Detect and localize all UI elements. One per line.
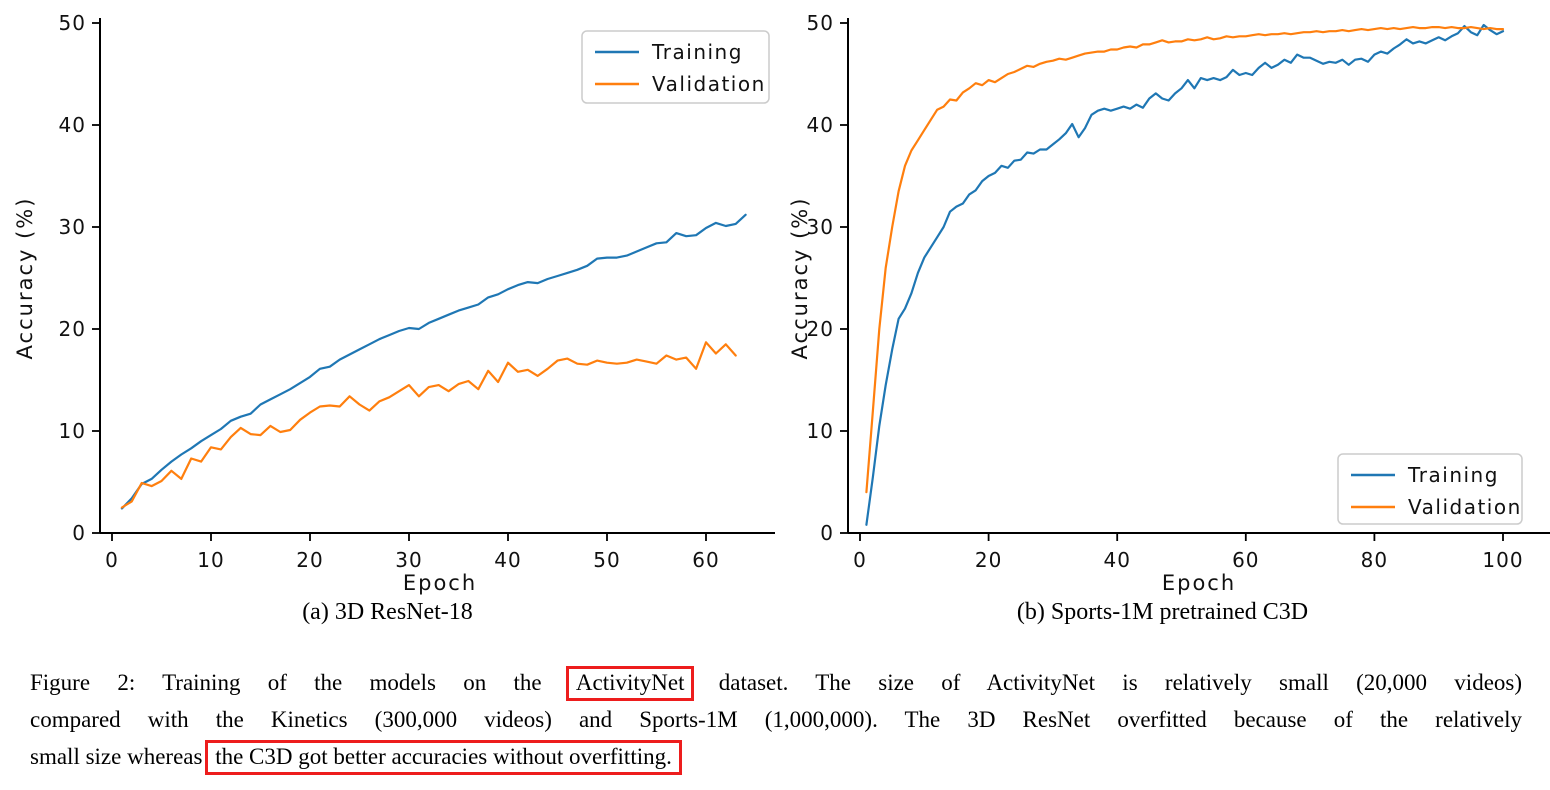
x-axis-label: Epoch — [403, 571, 477, 595]
legend-label-validation: Validation — [1408, 495, 1522, 519]
series-line-validation — [120, 341, 737, 509]
y-tick-label: 50 — [807, 11, 834, 35]
x-tick-label: 10 — [197, 548, 224, 572]
y-tick-label: 40 — [59, 113, 86, 137]
x-tick-label: 40 — [1103, 548, 1130, 572]
y-tick-label: 30 — [807, 215, 834, 239]
legend-label-training: Training — [1407, 463, 1499, 487]
series-line-training — [865, 23, 1505, 526]
y-tick-label: 30 — [59, 215, 86, 239]
y-axis-label: Accuracy (%) — [13, 197, 37, 360]
caption-line-2: compared with the Kinetics (300,000 vide… — [30, 707, 1522, 732]
y-tick-label: 40 — [807, 113, 834, 137]
y-tick-label: 20 — [807, 317, 834, 341]
x-tick-label: 30 — [395, 548, 422, 572]
caption-line-1: Figure 2: Training of the models on the … — [30, 664, 1522, 701]
series-line-training — [120, 213, 747, 510]
caption-highlight-c3d: the C3D got better accuracies without ov… — [205, 740, 682, 775]
legend-label-training: Training — [651, 40, 743, 64]
series-line-validation — [865, 26, 1505, 494]
y-tick-label: 0 — [72, 521, 86, 545]
y-tick-label: 10 — [807, 419, 834, 443]
subcaption-b: (b) Sports-1M pretrained C3D — [1016, 599, 1309, 625]
subcaption-a: (a) 3D ResNet-18 — [302, 599, 473, 625]
caption-text: dataset. The size of ActivityNet is rela… — [718, 670, 1523, 695]
x-tick-label: 0 — [853, 548, 867, 572]
y-tick-label: 20 — [59, 317, 86, 341]
chart-3d-resnet18: 0 10 20 30 40 50 60 0 10 20 30 40 50 Epoch Accuracy (%… — [13, 11, 775, 595]
y-tick-label: 0 — [820, 521, 834, 545]
x-tick-label: 20 — [975, 548, 1002, 572]
caption-line-3: small size whereas the C3D got better ac… — [30, 738, 1522, 775]
caption-text: Figure 2: Training of the models on the — [30, 670, 542, 695]
chart-sports1m-c3d: 0 20 40 60 80 100 0 10 20 30 40 50 Epoch Accuracy (%)… — [788, 11, 1550, 595]
y-tick-label: 10 — [59, 419, 86, 443]
x-tick-label: 80 — [1361, 548, 1388, 572]
x-tick-label: 60 — [1232, 548, 1259, 572]
caption-text: small size whereas — [30, 744, 203, 769]
legend-label-validation: Validation — [652, 72, 766, 96]
x-tick-label: 50 — [593, 548, 620, 572]
y-axis-label: Accuracy (%) — [788, 197, 812, 360]
y-tick-label: 50 — [59, 11, 86, 35]
x-tick-label: 20 — [296, 548, 323, 572]
x-tick-label: 60 — [692, 548, 719, 572]
figure-caption: Figure 2: Training of the models on the … — [30, 664, 1522, 775]
x-tick-label: 40 — [494, 548, 521, 572]
x-tick-label: 100 — [1482, 548, 1523, 572]
x-tick-label: 0 — [105, 548, 119, 572]
caption-highlight-activitynet: ActivityNet — [565, 666, 695, 701]
x-axis-label: Epoch — [1162, 571, 1236, 595]
